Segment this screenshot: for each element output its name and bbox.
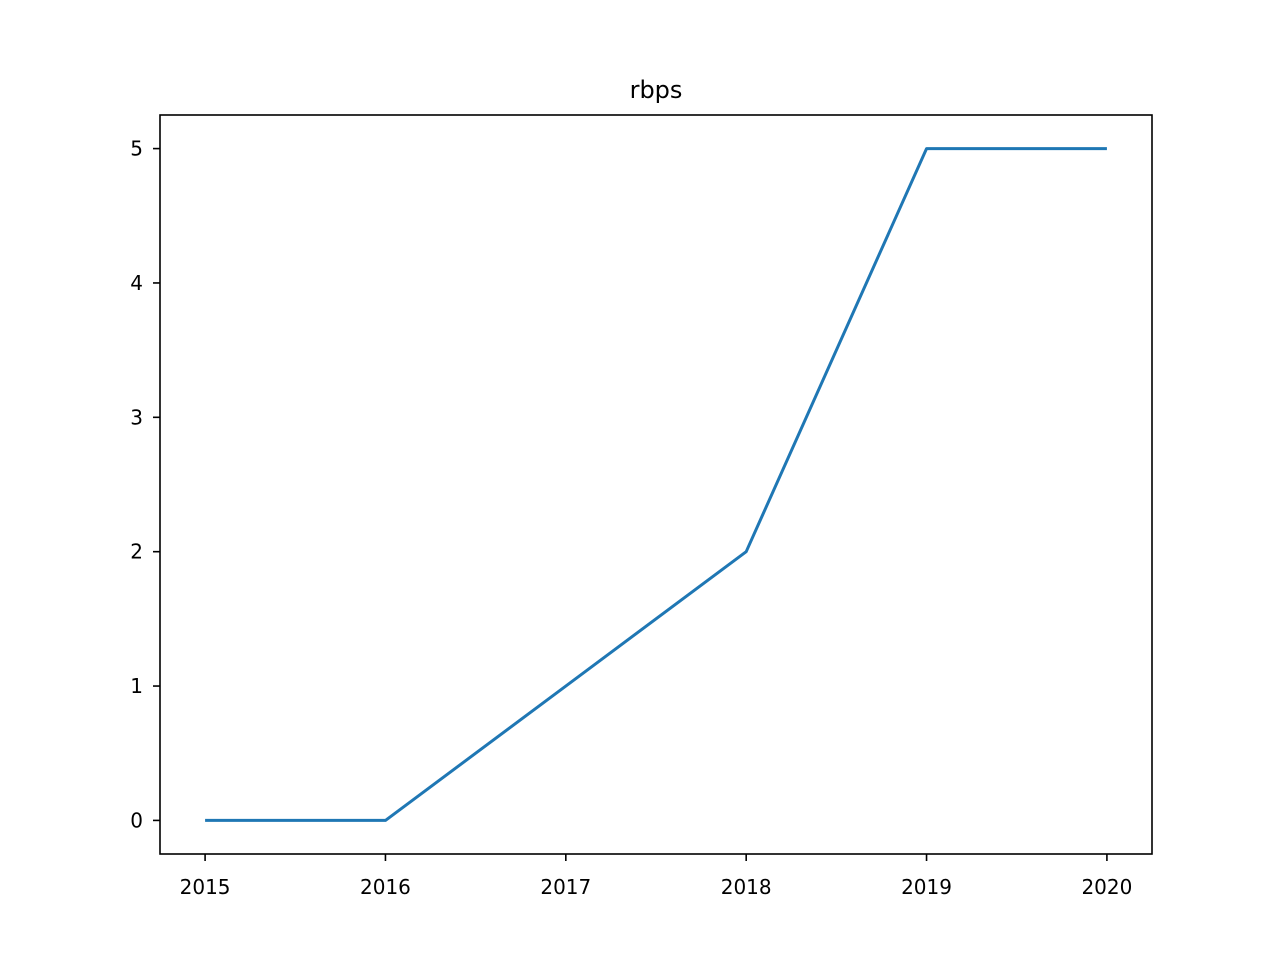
y-tick-label: 5 <box>130 137 143 161</box>
x-tick-label: 2015 <box>180 875 231 899</box>
y-tick-label: 2 <box>130 540 143 564</box>
chart-title: rbps <box>630 76 683 104</box>
x-tick-label: 2018 <box>721 875 772 899</box>
x-tick-label: 2017 <box>540 875 591 899</box>
x-tick-label: 2020 <box>1081 875 1132 899</box>
series-line-0 <box>205 147 1107 822</box>
y-axis: 0 1 2 3 4 5 <box>130 137 160 832</box>
y-tick-label: 3 <box>130 405 143 429</box>
y-tick-label: 4 <box>130 271 143 295</box>
plot-area <box>205 147 1107 822</box>
x-axis: 2015 2016 2017 2018 2019 2020 <box>180 854 1132 899</box>
y-tick-label: 1 <box>130 674 143 698</box>
x-tick-label: 2019 <box>901 875 952 899</box>
x-tick-label: 2016 <box>360 875 411 899</box>
y-tick-label: 0 <box>130 808 143 832</box>
axes-frame <box>159 114 1153 855</box>
